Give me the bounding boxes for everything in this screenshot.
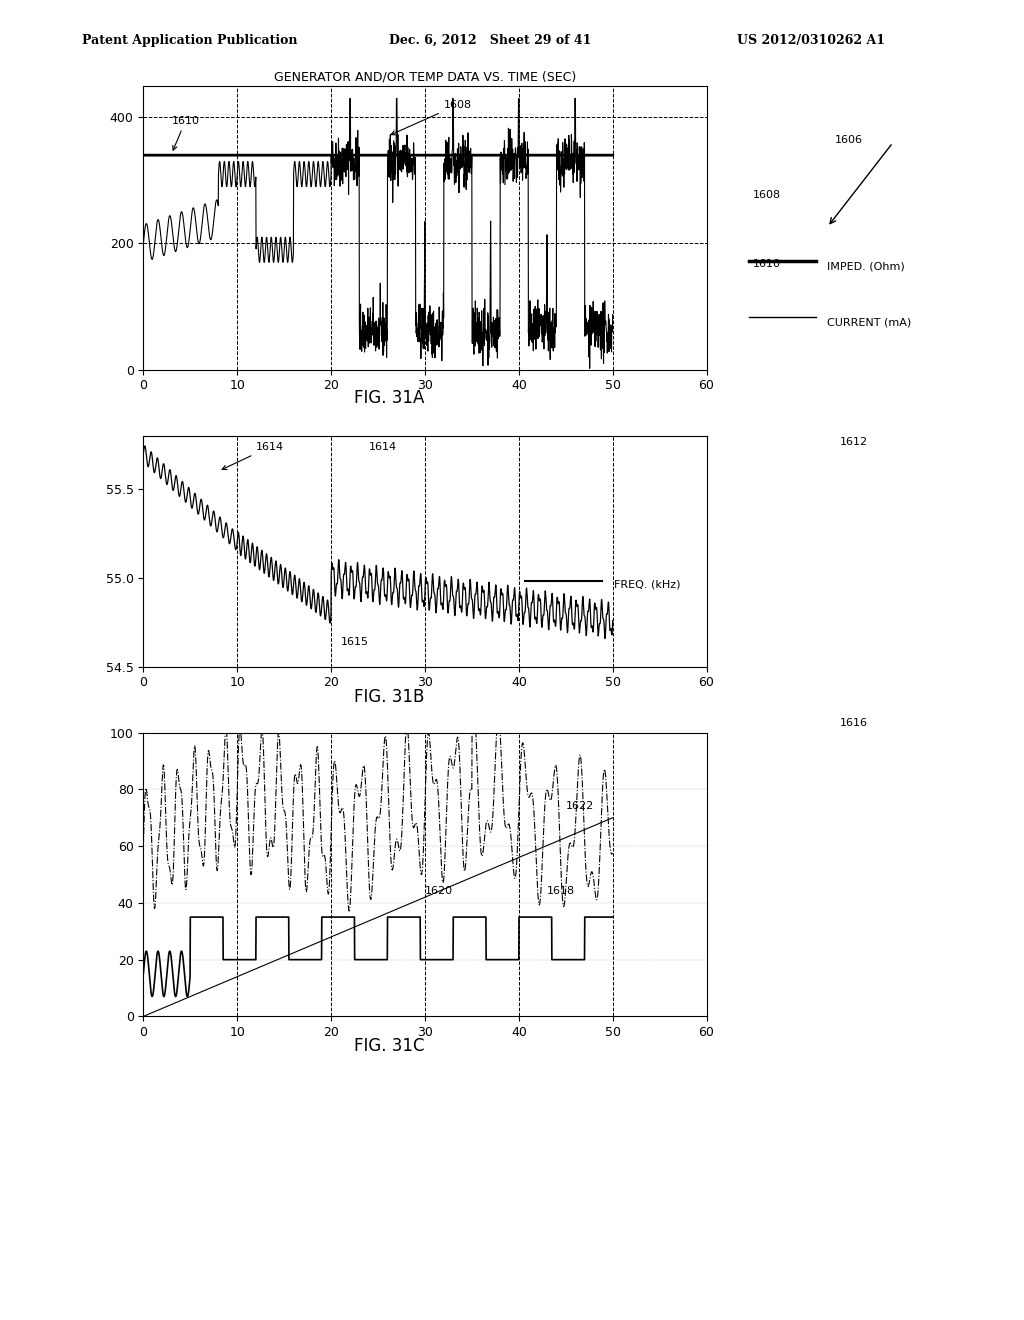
Text: US 2012/0310262 A1: US 2012/0310262 A1 [737,33,886,46]
Text: 1620: 1620 [425,886,453,896]
Text: 1616: 1616 [840,718,867,729]
Text: 1614: 1614 [222,442,284,470]
Text: FREQ. (kHz): FREQ. (kHz) [614,579,681,590]
Text: Patent Application Publication: Patent Application Publication [82,33,297,46]
Text: 1614: 1614 [369,442,396,451]
Text: FIG. 31A: FIG. 31A [354,388,424,407]
Title: GENERATOR AND/OR TEMP DATA VS. TIME (SEC): GENERATOR AND/OR TEMP DATA VS. TIME (SEC… [273,70,577,83]
Text: 1618: 1618 [547,886,575,896]
Text: 1610: 1610 [753,259,780,269]
Text: 1622: 1622 [565,801,594,812]
Text: 1615: 1615 [340,638,369,647]
Text: 1608: 1608 [753,190,780,201]
Text: Dec. 6, 2012   Sheet 29 of 41: Dec. 6, 2012 Sheet 29 of 41 [389,33,592,46]
Text: CURRENT (mA): CURRENT (mA) [827,317,911,327]
Text: 1608: 1608 [391,100,472,135]
Text: 1612: 1612 [840,437,867,447]
Text: FIG. 31B: FIG. 31B [354,688,424,706]
Text: FIG. 31C: FIG. 31C [354,1036,424,1055]
Text: IMPED. (Ohm): IMPED. (Ohm) [827,261,905,272]
Text: 1610: 1610 [172,116,200,150]
Text: 1606: 1606 [835,135,862,145]
